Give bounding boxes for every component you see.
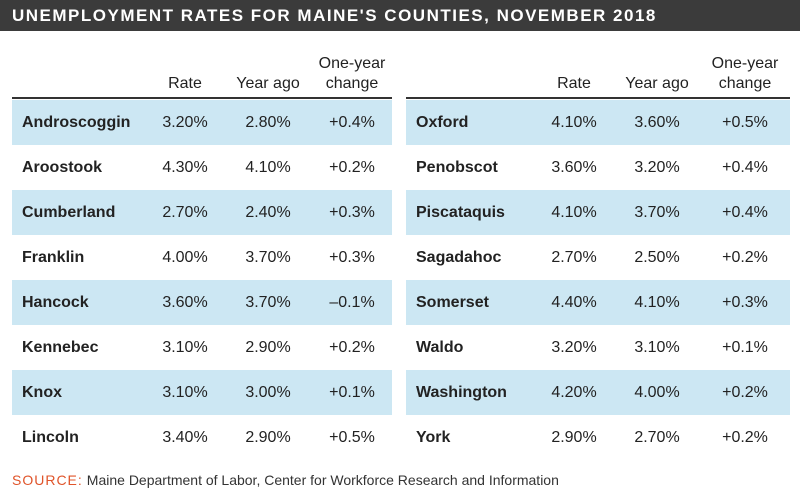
table-cell: 2.70% (551, 248, 597, 266)
table-cell: +0.4% (722, 158, 768, 176)
table-row (406, 280, 790, 325)
table-row (406, 190, 790, 235)
table-cell: +0.2% (722, 428, 768, 446)
table-cell: 2.90% (245, 428, 291, 446)
table-cell: 3.10% (162, 383, 208, 401)
table-cell: +0.2% (329, 338, 375, 356)
county-name: Sagadahoc (416, 248, 502, 266)
table-cell: 4.00% (634, 383, 680, 401)
table-row (12, 190, 392, 235)
table-cell: 3.60% (162, 293, 208, 311)
table-cell: +0.3% (329, 248, 375, 266)
table-cell: 4.10% (245, 158, 291, 176)
header-rule (12, 97, 392, 99)
header-rule (406, 97, 790, 99)
table-row (12, 370, 392, 415)
table-cell: 3.20% (551, 338, 597, 356)
table-cell: 4.20% (551, 383, 597, 401)
table-cell: +0.3% (329, 203, 375, 221)
table-cell: 4.30% (162, 158, 208, 176)
table-row (406, 370, 790, 415)
source-label: SOURCE: (12, 472, 83, 488)
county-name: Knox (22, 383, 62, 401)
column-header: One-year change (711, 55, 779, 92)
table-cell: 2.90% (551, 428, 597, 446)
table-cell: +0.5% (722, 113, 768, 131)
table-cell: 3.60% (634, 113, 680, 131)
table-cell: 3.70% (634, 203, 680, 221)
table-cell: +0.4% (722, 203, 768, 221)
table-cell: 3.40% (162, 428, 208, 446)
table-cell: –0.1% (329, 293, 375, 311)
table-cell: +0.2% (722, 383, 768, 401)
county-name: Oxford (416, 113, 469, 131)
table-cell: 4.10% (551, 203, 597, 221)
table-cell: 4.10% (634, 293, 680, 311)
table-cell: 3.70% (245, 248, 291, 266)
county-name: Somerset (416, 293, 489, 311)
table-cell: 4.00% (162, 248, 208, 266)
table-row (12, 280, 392, 325)
table-cell: 3.20% (162, 113, 208, 131)
column-header: Year ago (625, 75, 689, 92)
county-name: Franklin (22, 248, 85, 266)
county-name: Cumberland (22, 203, 116, 221)
title-bar: UNEMPLOYMENT RATES FOR MAINE'S COUNTIES,… (0, 0, 800, 31)
county-name: Aroostook (22, 158, 102, 176)
county-name: Waldo (416, 338, 464, 356)
county-name: Kennebec (22, 338, 99, 356)
column-header: Rate (168, 75, 202, 92)
table-cell: +0.1% (329, 383, 375, 401)
county-name: Hancock (22, 293, 89, 311)
table-cell: +0.4% (329, 113, 375, 131)
table-cell: 4.40% (551, 293, 597, 311)
table-cell: +0.1% (722, 338, 768, 356)
table-cell: 2.70% (162, 203, 208, 221)
table-cell: 2.80% (245, 113, 291, 131)
county-name: Androscoggin (22, 113, 131, 131)
table-cell: 4.10% (551, 113, 597, 131)
table-cell: +0.3% (722, 293, 768, 311)
source-text: Maine Department of Labor, Center for Wo… (86, 472, 559, 488)
column-header: Year ago (236, 75, 300, 92)
table-cell: 3.70% (245, 293, 291, 311)
table-cell: 2.50% (634, 248, 680, 266)
table-cell: 3.10% (634, 338, 680, 356)
county-name: Penobscot (416, 158, 498, 176)
county-name: Lincoln (22, 428, 79, 446)
table-cell: +0.2% (722, 248, 768, 266)
table-cell: 3.60% (551, 158, 597, 176)
table-cell: 3.10% (162, 338, 208, 356)
table-row (12, 100, 392, 145)
column-header: Rate (557, 75, 591, 92)
county-name: Piscataquis (416, 203, 505, 221)
table-cell: 2.40% (245, 203, 291, 221)
table-cell: +0.5% (329, 428, 375, 446)
table-cell: 2.90% (245, 338, 291, 356)
source: SOURCE: Maine Department of Labor, Center… (12, 472, 559, 488)
column-header: One-year change (318, 55, 386, 92)
county-name: York (416, 428, 451, 446)
county-name: Washington (416, 383, 507, 401)
table-cell: 3.20% (634, 158, 680, 176)
table-row (406, 100, 790, 145)
table-cell: 3.00% (245, 383, 291, 401)
table-cell: +0.2% (329, 158, 375, 176)
table-cell: 2.70% (634, 428, 680, 446)
